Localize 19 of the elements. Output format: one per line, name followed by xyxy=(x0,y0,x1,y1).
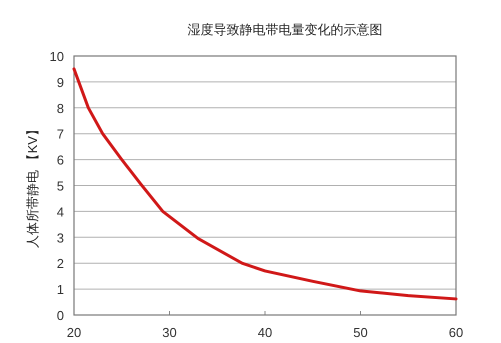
y-tick-label: 10 xyxy=(50,49,64,64)
y-tick-label: 5 xyxy=(56,178,64,194)
x-tick-label: 30 xyxy=(162,325,177,340)
line-series xyxy=(72,67,458,300)
y-tick-label: 8 xyxy=(56,100,64,116)
y-tick-label: 0 xyxy=(56,308,64,323)
x-tick-label: 20 xyxy=(66,325,82,340)
y-tick-label: 7 xyxy=(56,126,64,142)
y-axis-title: 人体所带静电 【KV】 xyxy=(25,123,40,248)
x-tick-label: 60 xyxy=(448,325,464,340)
y-tick-label: 1 xyxy=(56,282,64,298)
y-tick-label: 4 xyxy=(56,204,64,220)
y-tick-label: 2 xyxy=(56,256,64,272)
y-tick-label: 9 xyxy=(56,74,64,90)
y-tick-label: 3 xyxy=(56,230,64,246)
x-tick-label: 40 xyxy=(258,325,272,340)
y-tick-label: 6 xyxy=(56,152,64,168)
x-tick-label: 50 xyxy=(353,325,368,340)
chart-title: 湿度导致静电带电量变化的示意图 xyxy=(188,22,382,37)
